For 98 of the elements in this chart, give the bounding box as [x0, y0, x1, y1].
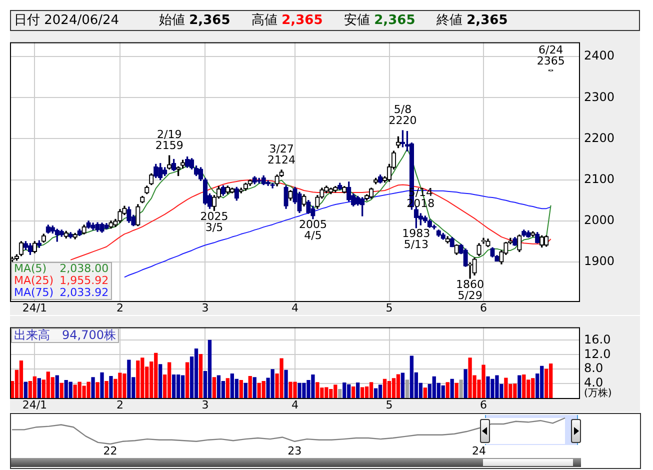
bar	[252, 377, 256, 398]
y-tick-label: 16.0	[584, 332, 611, 346]
series-label: MA(5) 2,038.00	[14, 262, 109, 275]
annotation: 1983 5/13	[402, 227, 430, 252]
bar	[244, 382, 248, 398]
x-tick-label: 24	[472, 444, 486, 458]
bar	[37, 378, 42, 398]
text: 始値 2,365	[159, 13, 230, 28]
bar	[382, 378, 387, 398]
annotation: 2005 4/5	[298, 218, 327, 242]
bar	[239, 380, 243, 398]
y-tick-label: 2200	[584, 130, 615, 145]
bar	[55, 375, 59, 398]
text: 終値 2,365	[436, 13, 508, 28]
annotation: 2025 3/5	[200, 210, 228, 234]
x-tick-label: 22	[103, 444, 118, 458]
x-tick-label: 2	[116, 301, 124, 314]
bar	[262, 381, 266, 398]
bar	[136, 360, 140, 398]
bar	[284, 370, 288, 398]
bar	[194, 348, 198, 398]
bar	[32, 376, 37, 398]
bar	[180, 375, 185, 398]
chart-title: 日付 2024/06/24	[14, 12, 120, 30]
y-tick-label: 2300	[584, 90, 615, 104]
bar	[396, 374, 400, 398]
bar	[369, 382, 374, 398]
bar	[450, 378, 454, 398]
y-tick-label: 1900	[584, 254, 615, 268]
text: MA(25) 1,955.92	[14, 274, 109, 287]
bar	[522, 374, 526, 398]
x-tick-label: 4	[292, 398, 298, 412]
bar	[158, 364, 162, 398]
x-tick-label: 2	[116, 398, 124, 412]
x-tick-label: 24/1	[22, 398, 48, 412]
bar	[464, 369, 468, 398]
x-tick-label: 4	[292, 301, 298, 314]
annotation: 5/8 2220	[388, 102, 417, 127]
bar	[100, 372, 104, 398]
annotation: 6/24 2365	[536, 43, 565, 68]
y-tick-label: 12.0	[584, 346, 611, 361]
series-label: MA(75) 2,033.92	[14, 286, 109, 299]
x-tick-label: 23	[288, 444, 302, 458]
chart-title: 出来高 94,700株	[11, 328, 119, 344]
bar	[518, 375, 522, 398]
bar	[454, 382, 458, 398]
y-tick-label: 2000	[584, 213, 615, 228]
x-tick-label: 5	[386, 301, 393, 314]
annotation: 1860 5/29	[456, 278, 484, 302]
bar	[459, 380, 463, 398]
x-tick-label: 6	[480, 398, 488, 412]
y-axis-title: (万株)	[584, 388, 612, 399]
bar	[60, 382, 64, 398]
bar	[352, 386, 356, 398]
bar	[208, 340, 212, 398]
y-tick-label: 2400	[584, 48, 615, 63]
bar	[172, 374, 176, 398]
bar	[342, 382, 346, 398]
bar	[400, 372, 405, 398]
y-tick-label: 2100	[584, 172, 615, 186]
bar	[405, 380, 410, 398]
annotation: 3/27 2124	[268, 142, 296, 166]
bar	[356, 382, 360, 398]
x-tick-label: 5	[386, 398, 393, 412]
bar	[364, 386, 369, 398]
text: 安値 2,365	[344, 13, 416, 28]
bar	[441, 385, 445, 398]
x-tick-label: 24/1	[22, 301, 48, 314]
bar	[548, 363, 553, 398]
bar	[446, 382, 450, 398]
bar	[24, 382, 28, 398]
bar	[248, 376, 252, 398]
bar	[68, 382, 72, 398]
bar	[338, 389, 342, 398]
bar	[360, 387, 364, 398]
bar	[212, 377, 216, 398]
bar	[387, 381, 392, 398]
bar	[374, 388, 378, 398]
x-tick-label: 6	[480, 301, 488, 314]
bar	[176, 374, 180, 398]
x-tick-label: 3	[202, 398, 209, 412]
bar	[423, 388, 427, 398]
bar	[392, 378, 396, 398]
x-tick-label: 3	[202, 301, 209, 314]
bar	[19, 360, 24, 398]
bar	[104, 381, 108, 398]
bar	[185, 362, 190, 398]
y-tick-label: 8.0	[584, 361, 604, 376]
bar	[96, 382, 100, 398]
bar	[198, 354, 203, 398]
bar	[216, 375, 221, 398]
bar	[410, 356, 414, 398]
text: 高値 2,365	[252, 13, 323, 28]
bar	[109, 376, 113, 398]
annotation: 2/19 2159	[155, 128, 184, 152]
bar	[91, 377, 95, 398]
bar	[378, 384, 382, 398]
bar	[226, 378, 230, 398]
